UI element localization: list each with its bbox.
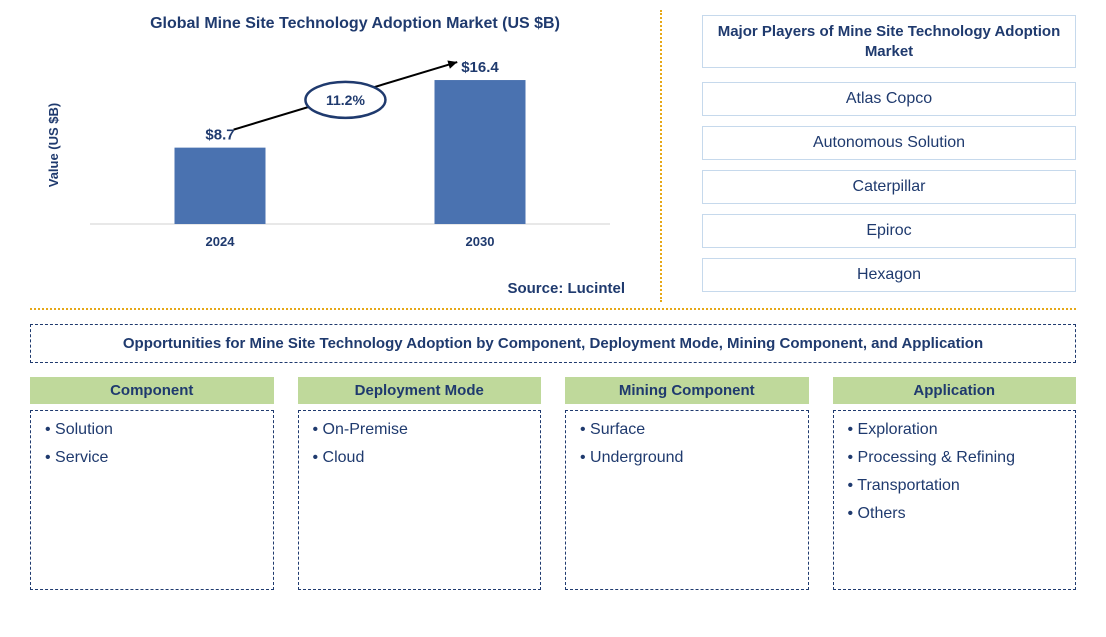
category-body: • Solution • Service bbox=[30, 410, 274, 590]
bar-chart: $8.7 2024 $16.4 2030 Value (US $B) 11.2% bbox=[30, 58, 640, 258]
category-item: • Transportation bbox=[848, 477, 1062, 495]
player-item: Atlas Copco bbox=[702, 82, 1076, 116]
players-panel: Major Players of Mine Site Technology Ad… bbox=[662, 10, 1076, 302]
category-item: • Underground bbox=[580, 449, 794, 467]
category-column: Application • Exploration • Processing & R… bbox=[833, 377, 1077, 590]
category-item: • Processing & Refining bbox=[848, 449, 1062, 467]
categories-row: Component • Solution • Service Deployment M… bbox=[0, 377, 1106, 590]
svg-text:Value (US $B): Value (US $B) bbox=[46, 103, 61, 188]
top-section: Global Mine Site Technology Adoption Mar… bbox=[0, 0, 1106, 302]
svg-text:11.2%: 11.2% bbox=[326, 92, 365, 108]
category-header: Mining Component bbox=[565, 377, 809, 404]
category-column: Component • Solution • Service bbox=[30, 377, 274, 590]
category-item: • Others bbox=[848, 505, 1062, 523]
category-item: • On-Premise bbox=[313, 421, 527, 439]
chart-area: Global Mine Site Technology Adoption Mar… bbox=[30, 10, 662, 302]
category-column: Deployment Mode • On-Premise • Cloud bbox=[298, 377, 542, 590]
category-column: Mining Component • Surface • Underground bbox=[565, 377, 809, 590]
player-item: Epiroc bbox=[702, 214, 1076, 248]
players-title: Major Players of Mine Site Technology Ad… bbox=[702, 15, 1076, 68]
category-item: • Service bbox=[45, 449, 259, 467]
category-body: • On-Premise • Cloud bbox=[298, 410, 542, 590]
player-item: Autonomous Solution bbox=[702, 126, 1076, 160]
category-item: • Exploration bbox=[848, 421, 1062, 439]
category-header: Application bbox=[833, 377, 1077, 404]
svg-text:$16.4: $16.4 bbox=[461, 59, 499, 76]
player-item: Caterpillar bbox=[702, 170, 1076, 204]
player-item: Hexagon bbox=[702, 258, 1076, 292]
category-item: • Cloud bbox=[313, 449, 527, 467]
svg-text:2024: 2024 bbox=[206, 234, 236, 249]
opportunities-title: Opportunities for Mine Site Technology A… bbox=[30, 324, 1076, 363]
category-item: • Surface bbox=[580, 421, 794, 439]
source-text: Source: Lucintel bbox=[30, 280, 640, 297]
section-divider bbox=[30, 308, 1076, 310]
category-item: • Solution bbox=[45, 421, 259, 439]
svg-text:2030: 2030 bbox=[466, 234, 495, 249]
players-list: Atlas Copco Autonomous Solution Caterpilla… bbox=[702, 82, 1076, 292]
category-body: • Exploration • Processing & Refining • Tr… bbox=[833, 410, 1077, 590]
category-body: • Surface • Underground bbox=[565, 410, 809, 590]
chart-title: Global Mine Site Technology Adoption Mar… bbox=[70, 15, 640, 33]
svg-text:$8.7: $8.7 bbox=[205, 127, 234, 144]
category-header: Deployment Mode bbox=[298, 377, 542, 404]
category-header: Component bbox=[30, 377, 274, 404]
